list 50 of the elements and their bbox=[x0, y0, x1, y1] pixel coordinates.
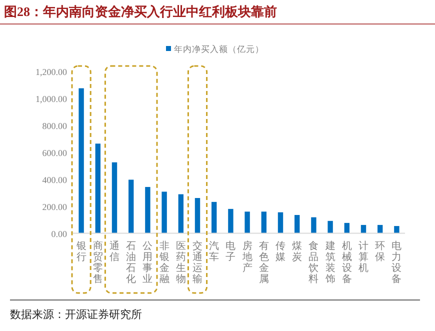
x-tick-label: 房地产 bbox=[241, 240, 252, 274]
bar bbox=[328, 220, 333, 234]
bar bbox=[178, 194, 184, 234]
x-tick-label: 计算机 bbox=[358, 240, 368, 274]
x-tick-label: 交通运输 bbox=[192, 240, 202, 285]
y-tick-label: 200.00 bbox=[42, 202, 68, 212]
y-tick-label: 1,200.00 bbox=[36, 67, 68, 78]
bar bbox=[311, 217, 316, 234]
x-tick-label: 电子 bbox=[226, 240, 236, 263]
x-tick-label: 通信 bbox=[110, 240, 120, 263]
x-tick-label: 汽车 bbox=[209, 240, 220, 263]
x-tick-label: 煤炭 bbox=[292, 240, 302, 263]
x-tick-label: 传媒 bbox=[276, 241, 286, 263]
bar bbox=[344, 222, 350, 234]
y-tick-label: 1,000.00 bbox=[36, 94, 68, 104]
bar bbox=[261, 212, 266, 234]
x-tick-label: 石油石化 bbox=[126, 241, 136, 285]
bar bbox=[112, 162, 118, 234]
x-tick-label: 公用事业 bbox=[142, 240, 153, 285]
x-tick-label: 环保 bbox=[375, 241, 386, 263]
bar bbox=[394, 226, 400, 234]
source-note: 数据来源：开源证券研究所 bbox=[10, 308, 142, 321]
bar bbox=[128, 180, 134, 234]
bar bbox=[145, 186, 150, 234]
bar bbox=[212, 202, 217, 234]
x-tick-label: 非银金融 bbox=[158, 240, 170, 285]
bar bbox=[278, 212, 284, 234]
bar bbox=[378, 224, 383, 234]
chart-title: 图28：年内南向资金净买入行业中红利板块靠前 bbox=[4, 4, 277, 19]
x-tick-label: 食品饮料 bbox=[308, 240, 319, 285]
x-tick-label: 银行 bbox=[75, 241, 86, 263]
y-tick-label: 0.00 bbox=[51, 228, 68, 239]
bar bbox=[228, 208, 234, 234]
x-tick-label: 医药生物 bbox=[176, 241, 186, 285]
bar bbox=[360, 224, 366, 234]
bar bbox=[244, 212, 250, 234]
bar bbox=[194, 198, 200, 234]
bar bbox=[294, 214, 300, 234]
x-tick-label: 有色金属 bbox=[258, 240, 269, 285]
bar bbox=[162, 192, 167, 234]
y-tick-label: 400.00 bbox=[42, 174, 68, 185]
x-tick-label: 电力设备 bbox=[392, 240, 402, 285]
y-tick-label: 800.00 bbox=[42, 121, 68, 132]
bar bbox=[95, 144, 100, 234]
legend-label: 年内净买入额（亿元） bbox=[174, 44, 264, 54]
bar bbox=[78, 88, 84, 234]
y-tick-label: 600.00 bbox=[42, 148, 68, 158]
x-tick-label: 建筑装饰 bbox=[324, 240, 336, 285]
x-tick-label: 商贸零售 bbox=[92, 240, 103, 285]
x-tick-label: 机械设备 bbox=[342, 240, 352, 285]
